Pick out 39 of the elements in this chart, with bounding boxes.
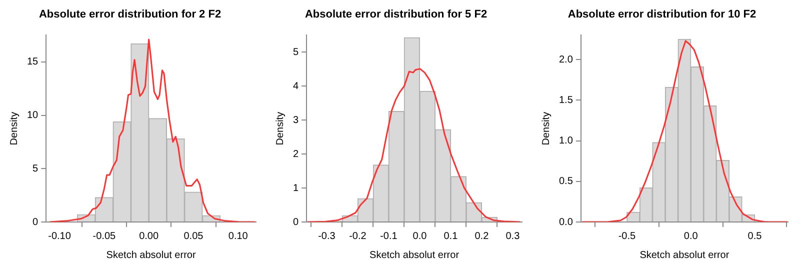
x-tick-label: 0.0	[684, 230, 698, 242]
y-axis-title: Density	[540, 112, 552, 146]
x-tick-label: 0.5	[748, 230, 762, 242]
y-tick-label: 0	[293, 216, 299, 228]
y-tick-label: 5	[32, 163, 39, 174]
x-tick-label: 0.2	[474, 230, 490, 242]
x-tick-label: 0.0	[412, 230, 428, 242]
y-tick-label: 3	[293, 114, 299, 126]
x-axis-title: Sketch absolut error	[370, 250, 460, 261]
y-tick-label: 0	[32, 216, 39, 228]
chart-title: Absolute error distribution for 5 F2	[304, 8, 488, 21]
x-axis-title: Sketch absolut error	[106, 250, 196, 261]
x-tick-label: -0.05	[92, 230, 116, 242]
y-tick-label: 0.0	[558, 216, 574, 228]
y-tick-label: 0.5	[558, 176, 574, 188]
y-tick-label: 1.5	[558, 94, 574, 106]
y-axis-title: Density	[274, 112, 286, 146]
y-tick-label: 2	[293, 148, 299, 160]
x-tick-label: 0.05	[184, 230, 204, 242]
y-axis-title: Density	[8, 112, 20, 146]
y-tick-label: 1.0	[558, 136, 574, 147]
x-axis-title: Sketch absolut error	[640, 250, 730, 261]
x-tick-label: -0.3	[318, 230, 336, 242]
chart-title: Absolute error distribution for 10 F2	[568, 8, 756, 21]
x-tick-label: -0.2	[349, 230, 367, 242]
y-tick-label: 5	[293, 46, 299, 58]
x-tick-label: 0.10	[228, 230, 248, 242]
x-tick-label: -0.1	[380, 230, 398, 242]
y-tick-label: 2.0	[558, 54, 574, 66]
y-tick-label: 1	[293, 182, 299, 194]
y-tick-label: 4	[293, 80, 299, 92]
x-tick-label: -0.10	[48, 230, 72, 242]
y-tick-label: 15	[27, 56, 39, 68]
y-tick-label: 10	[27, 110, 39, 122]
chart-title: Absolute error distribution for 2 F2	[38, 8, 222, 21]
x-tick-label: 0.00	[139, 230, 159, 242]
x-tick-label: 0.3	[506, 230, 520, 242]
x-tick-label: 0.1	[444, 230, 458, 242]
x-tick-label: -0.5	[618, 230, 636, 242]
